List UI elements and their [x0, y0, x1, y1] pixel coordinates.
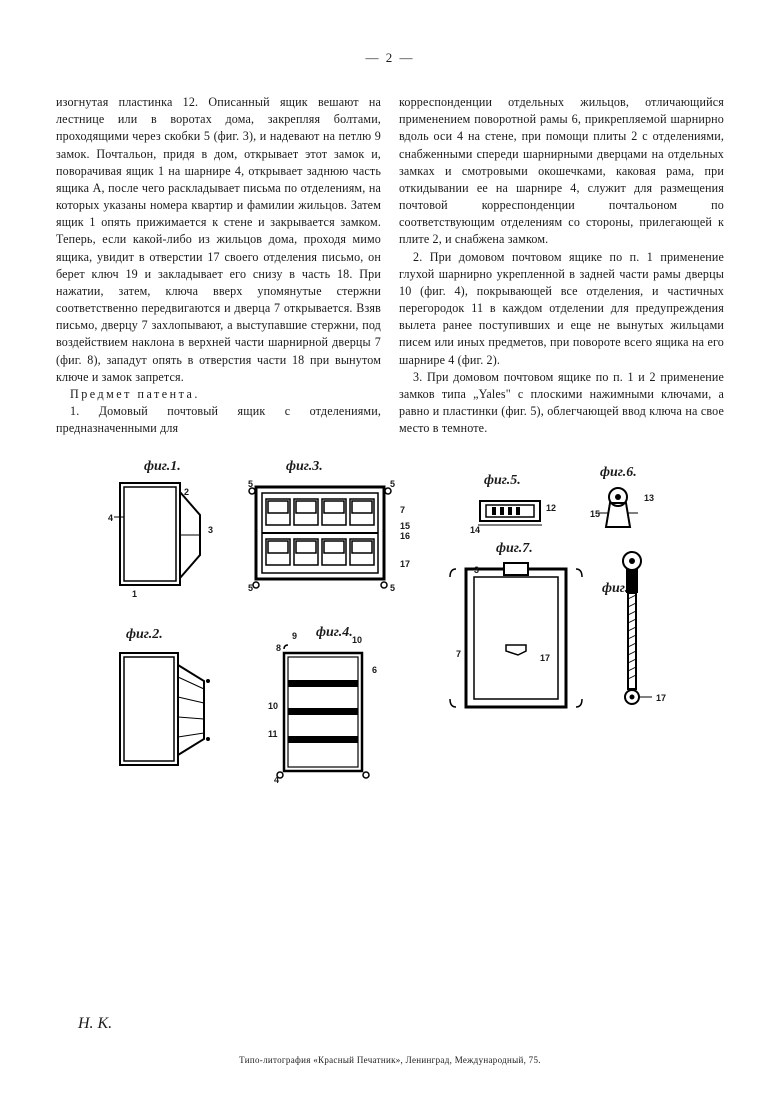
fig4-n9: 9 — [292, 631, 297, 641]
page-number: — 2 — — [56, 50, 724, 66]
fig3-n15: 15 — [400, 521, 410, 531]
footer-imprint: Типо-литография «Красный Печатник», Лени… — [0, 1055, 780, 1065]
fig1-n1: 1 — [132, 589, 137, 599]
fig3-label: фиг.3. — [286, 459, 323, 475]
fig6-label: фиг.6. — [600, 465, 637, 481]
patent-subject-title: Предмет патента. — [56, 386, 381, 403]
fig6-n13: 13 — [644, 493, 654, 503]
fig5-drawing — [470, 495, 560, 535]
fig3-drawing — [242, 477, 412, 597]
fig4-n4: 4 — [274, 775, 279, 785]
fig8-n17: 17 — [656, 693, 666, 703]
fig8-drawing — [612, 547, 662, 727]
fig7-n3: 3 — [474, 565, 479, 575]
fig5-label: фиг.5. — [484, 473, 521, 489]
fig4-n10: 10 — [352, 635, 362, 645]
text-columns: изогнутая пластинка 12. Описанный ящик в… — [56, 94, 724, 437]
fig3-n5c: 5 — [248, 583, 253, 593]
fig3-n5b: 5 — [390, 479, 395, 489]
right-p1: корреспонденции отдельных жильцов, отлич… — [399, 94, 724, 249]
fig3-n16: 16 — [400, 531, 410, 541]
fig1-n3: 3 — [208, 525, 213, 535]
fig4-n11: 11 — [268, 729, 278, 739]
fig5-n14: 14 — [470, 525, 480, 535]
fig7-n7: 7 — [456, 649, 461, 659]
initials: Н. К. — [78, 1015, 112, 1033]
fig6-n15: 15 — [590, 509, 600, 519]
left-p1: изогнутая пластинка 12. Описанный ящик в… — [56, 94, 381, 386]
fig7-n17: 17 — [540, 653, 550, 663]
fig1-drawing — [112, 477, 212, 597]
fig3-n5a: 5 — [248, 479, 253, 489]
fig1-label: фиг.1. — [144, 459, 181, 475]
fig3-n7: 7 — [400, 505, 405, 515]
fig7-drawing — [448, 555, 588, 723]
left-p2: 1. Домовый почтовый ящик с отделениями, … — [56, 403, 381, 437]
left-column: изогнутая пластинка 12. Описанный ящик в… — [56, 94, 381, 437]
fig3-n17: 17 — [400, 559, 410, 569]
fig4-label: фиг.4. — [316, 625, 353, 641]
fig2-label: фиг.2. — [126, 627, 163, 643]
fig5-n12: 12 — [546, 503, 556, 513]
fig1-n2: 2 — [184, 487, 189, 497]
figures-area: фиг.1. 2 3 1 4 фиг.2. фиг.3. — [56, 459, 724, 809]
fig4-n10b: 10 — [268, 701, 278, 711]
fig4-n6: 6 — [372, 665, 377, 675]
fig2-drawing — [112, 647, 222, 777]
fig1-n4: 4 — [108, 513, 113, 523]
fig4-drawing — [266, 643, 386, 783]
fig3-n5d: 5 — [390, 583, 395, 593]
right-p2: 2. При домовом почтовом ящике по п. 1 пр… — [399, 249, 724, 369]
right-column: корреспонденции отдельных жильцов, отлич… — [399, 94, 724, 437]
fig4-n8: 8 — [276, 643, 281, 653]
right-p3: 3. При домовом почтовом ящике по п. 1 и … — [399, 369, 724, 438]
